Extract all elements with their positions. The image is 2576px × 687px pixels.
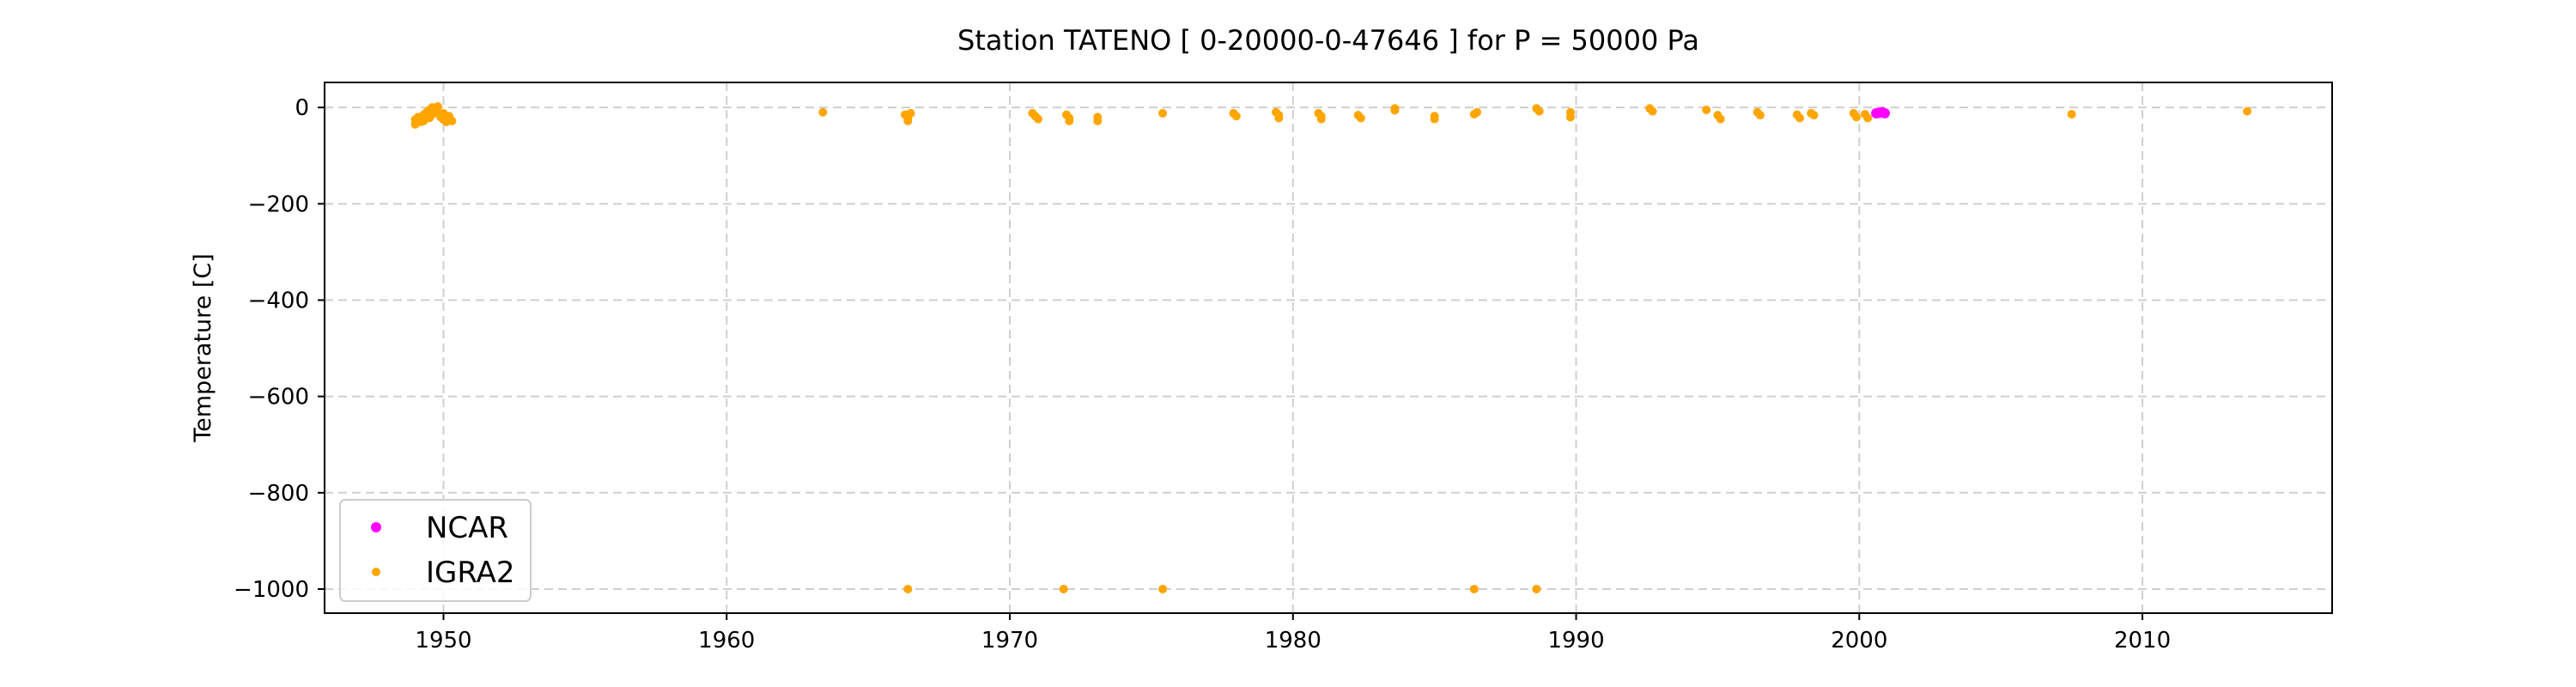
y-tick-label: −1000 [234, 577, 309, 603]
data-point-igra2 [906, 108, 915, 118]
legend-marker-ncar [371, 522, 381, 532]
axes: 1950 1960 1970 1980 1990 2000 2010 0 −200 −400 −60… [234, 95, 2171, 654]
data-point-igra2 [1532, 584, 1541, 593]
data-point-igra2 [1316, 114, 1326, 124]
legend-marker-igra2 [372, 568, 380, 576]
chart-title: Station TATENO [ 0-20000-0-47646 ] for P… [957, 24, 1699, 57]
data-point-igra2 [1809, 111, 1819, 120]
data-points [410, 102, 2252, 593]
data-point-igra2 [1430, 114, 1439, 124]
data-point-ncar [1879, 107, 1890, 119]
data-point-igra2 [447, 116, 457, 125]
data-point-igra2 [1356, 113, 1365, 123]
y-tick-label: 0 [295, 95, 309, 121]
data-point-igra2 [1469, 584, 1479, 593]
data-point-igra2 [1863, 113, 1873, 123]
data-point-igra2 [1795, 113, 1805, 123]
data-point-igra2 [2067, 110, 2076, 119]
x-tick-label: 1970 [981, 628, 1038, 654]
x-tick-label: 1990 [1547, 628, 1604, 654]
data-point-igra2 [1716, 114, 1725, 124]
legend-label-ncar: NCAR [426, 511, 508, 545]
data-point-igra2 [1059, 584, 1068, 593]
plot-frame [324, 82, 2333, 614]
legend-label-igra2: IGRA2 [426, 556, 515, 590]
data-point-igra2 [1158, 584, 1168, 593]
x-tick-label: 2010 [2114, 628, 2171, 654]
data-point-igra2 [1033, 114, 1042, 124]
data-point-igra2 [1473, 107, 1482, 117]
x-tick-label: 1950 [415, 628, 471, 654]
data-point-igra2 [1702, 105, 1711, 114]
data-point-igra2 [2243, 106, 2252, 116]
data-point-igra2 [1231, 112, 1241, 121]
data-point-igra2 [1065, 116, 1074, 125]
data-point-igra2 [1755, 111, 1765, 120]
data-point-igra2 [1565, 112, 1575, 122]
grid-lines [325, 82, 2332, 613]
x-tick-label: 2000 [1831, 628, 1887, 654]
legend: NCAR IGRA2 [339, 499, 532, 602]
y-tick-label: −400 [248, 288, 309, 313]
data-point-igra2 [1852, 112, 1862, 122]
y-axis-label: Temperature [C] [190, 253, 216, 443]
legend-box [339, 499, 532, 602]
data-point-igra2 [903, 116, 913, 125]
data-point-igra2 [1534, 106, 1544, 116]
y-tick-label: −200 [248, 192, 309, 217]
data-point-igra2 [1648, 106, 1657, 116]
x-tick-label: 1980 [1265, 628, 1321, 654]
y-tick-label: −800 [248, 481, 309, 507]
data-point-igra2 [903, 584, 913, 593]
data-point-igra2 [1274, 113, 1284, 123]
data-point-igra2 [1093, 116, 1103, 125]
data-point-igra2 [1390, 104, 1400, 113]
data-point-igra2 [818, 107, 828, 117]
data-point-igra2 [1158, 108, 1168, 118]
x-tick-label: 1960 [698, 628, 755, 654]
y-tick-label: −600 [248, 385, 309, 410]
